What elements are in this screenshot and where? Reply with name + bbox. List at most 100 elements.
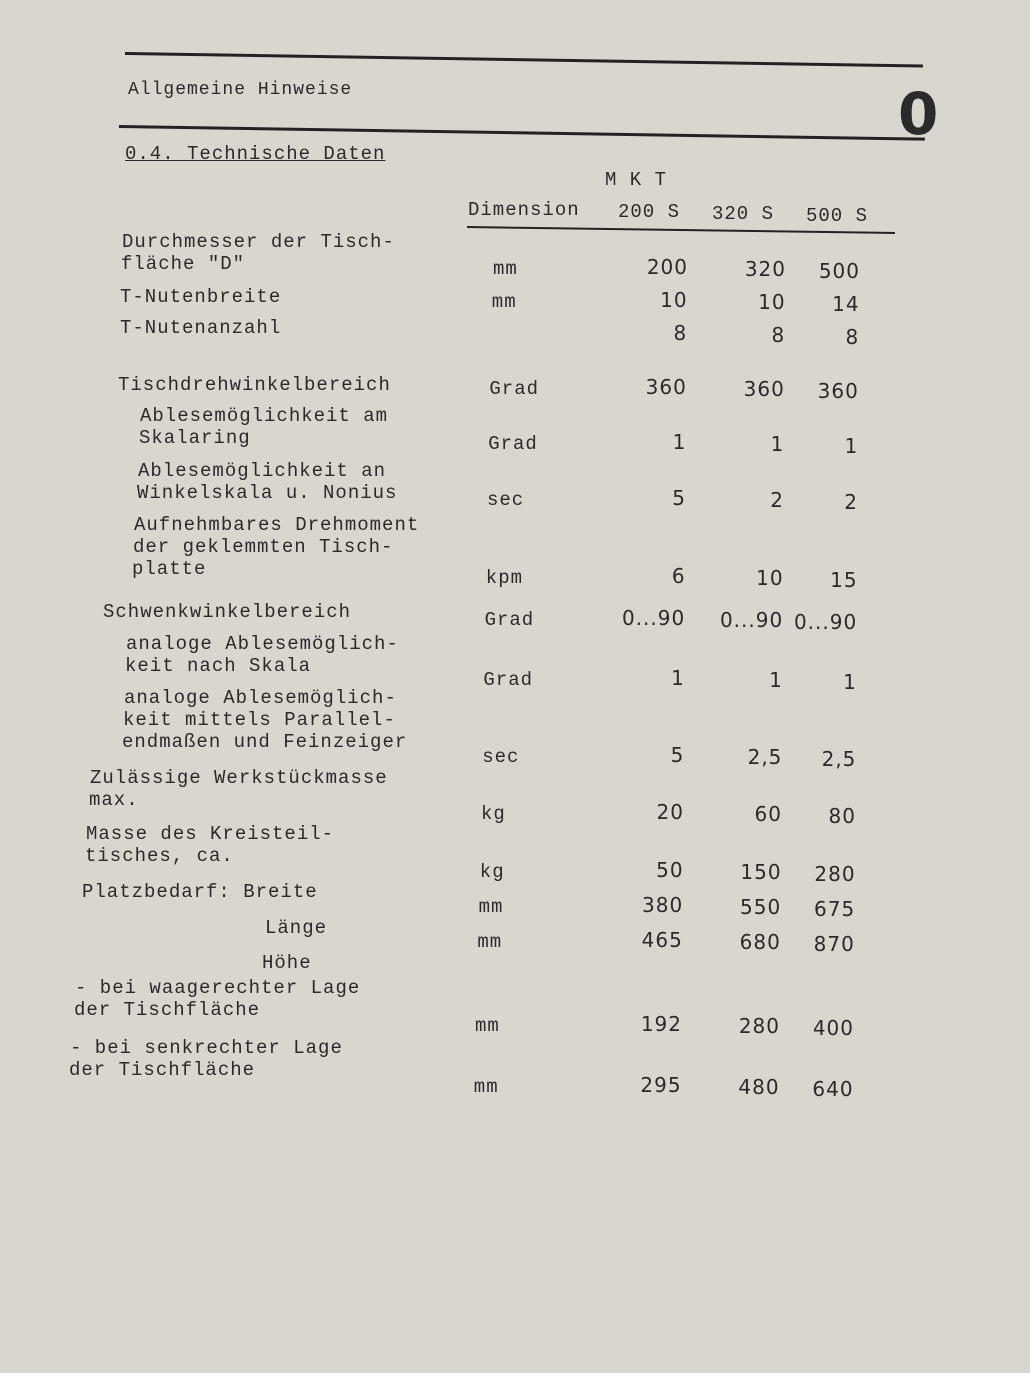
- header-rule: [118, 125, 925, 141]
- unit: kg: [481, 803, 506, 825]
- cell-value: 8: [673, 321, 688, 345]
- cell-value: 465: [641, 928, 683, 952]
- cell-value: 640: [812, 1077, 854, 1101]
- cell-value: 2,5: [747, 745, 783, 769]
- cell-value: 2: [844, 490, 858, 514]
- row-label: Ablesemöglichkeit an: [138, 460, 387, 482]
- cell-value: 20: [656, 800, 684, 824]
- row-label: analoge Ablesemöglich-: [126, 633, 399, 655]
- cell-value: 480: [738, 1075, 780, 1099]
- cell-value: 870: [813, 932, 855, 956]
- cell-value: 360: [645, 375, 687, 399]
- cell-value: 675: [814, 897, 856, 921]
- cell-value: 50: [656, 858, 684, 882]
- cell-value: 80: [828, 804, 856, 828]
- cell-value: 200: [646, 255, 688, 279]
- cell-value: 1: [671, 666, 685, 690]
- row-label: analoge Ablesemöglich-: [124, 687, 397, 709]
- unit: Grad: [489, 378, 539, 400]
- cell-value: 295: [640, 1073, 682, 1097]
- unit: mm: [473, 1076, 499, 1098]
- cell-value: 10: [660, 288, 688, 312]
- unit: kg: [479, 861, 505, 883]
- row-label: Aufnehmbares Drehmoment: [134, 514, 420, 536]
- cell-value: 1: [843, 670, 857, 694]
- cell-value: 320: [744, 257, 786, 281]
- cell-value: 360: [743, 377, 785, 401]
- cell-value: 280: [738, 1014, 780, 1038]
- unit: mm: [493, 258, 518, 280]
- cell-value: 15: [830, 568, 858, 592]
- unit: sec: [487, 489, 525, 511]
- row-label: der geklemmten Tisch-: [133, 536, 394, 558]
- cell-value: 60: [754, 802, 782, 826]
- row-label: der Tischfläche: [74, 999, 261, 1021]
- row-label: keit nach Skala: [125, 655, 312, 677]
- cell-value: 14: [832, 292, 860, 316]
- cell-value: 500: [818, 259, 860, 283]
- row-label: Schwenkwinkelbereich: [103, 601, 352, 623]
- row-label: Winkelskala u. Nonius: [137, 482, 398, 504]
- cell-value: 0...90: [793, 610, 858, 634]
- row-label: Masse des Kreisteil-: [86, 823, 335, 845]
- cell-value: 10: [758, 290, 786, 314]
- unit: Grad: [488, 433, 538, 455]
- row-label: Höhe: [262, 952, 312, 974]
- row-label: fläche "D": [121, 253, 246, 275]
- cell-value: 380: [642, 893, 684, 917]
- cell-value: 0...90: [621, 606, 686, 630]
- cell-value: 360: [817, 379, 859, 403]
- row-label: tisches, ca.: [85, 845, 234, 867]
- cell-value: 192: [640, 1012, 682, 1036]
- cell-value: 550: [740, 895, 782, 919]
- header-title: Allgemeine Hinweise: [128, 80, 353, 100]
- row-label: endmaßen und Feinzeiger: [122, 731, 408, 753]
- row-label: Platzbedarf: Breite: [82, 881, 318, 903]
- cell-value: 6: [671, 564, 686, 588]
- row-label: T-Nutenanzahl: [120, 317, 282, 339]
- cell-value: 1: [844, 434, 859, 458]
- unit: sec: [482, 746, 520, 768]
- row-label: platte: [132, 558, 207, 580]
- row-label: - bei senkrechter Lage: [70, 1037, 343, 1059]
- cell-value: 400: [812, 1016, 854, 1040]
- cell-value: 8: [845, 325, 860, 349]
- row-label: Tischdrehwinkelbereich: [118, 374, 391, 396]
- row-label: Zulässige Werkstückmasse: [90, 767, 388, 789]
- group-header: M K T: [605, 169, 668, 191]
- cell-value: 2: [770, 488, 784, 512]
- unit: Grad: [483, 669, 533, 691]
- column-header: 200 S: [618, 201, 681, 223]
- row-label: keit mittels Parallel-: [123, 709, 396, 731]
- top-rule: [124, 52, 923, 68]
- row-label: Durchmesser der Tisch-: [122, 231, 395, 253]
- unit: kpm: [485, 567, 524, 589]
- cell-value: 680: [739, 930, 781, 954]
- header-underline: [466, 226, 895, 234]
- row-label: Ablesemöglichkeit am: [140, 405, 389, 427]
- cell-value: 5: [672, 486, 686, 510]
- cell-value: 2,5: [821, 747, 857, 771]
- row-label: T-Nutenbreite: [120, 286, 282, 308]
- row-label: der Tischfläche: [69, 1059, 256, 1081]
- unit: mm: [478, 896, 504, 918]
- unit: Grad: [484, 609, 535, 631]
- unit: mm: [475, 1015, 500, 1037]
- row-label: Länge: [265, 917, 328, 939]
- cell-value: 5: [670, 743, 685, 767]
- cell-value: 1: [672, 430, 687, 454]
- row-label: Skalaring: [139, 427, 251, 449]
- row-label: - bei waagerechter Lage: [75, 977, 361, 999]
- cell-value: 1: [769, 668, 783, 692]
- cell-value: 10: [756, 566, 784, 590]
- cell-value: 280: [814, 862, 856, 886]
- column-header: 320 S: [712, 203, 775, 225]
- cell-value: 0...90: [719, 608, 784, 632]
- row-label: max.: [89, 789, 139, 811]
- cell-value: 150: [740, 860, 782, 884]
- column-header: 500 S: [806, 205, 869, 227]
- cell-value: 8: [771, 323, 786, 347]
- cell-value: 1: [770, 432, 785, 456]
- unit: mm: [491, 291, 517, 313]
